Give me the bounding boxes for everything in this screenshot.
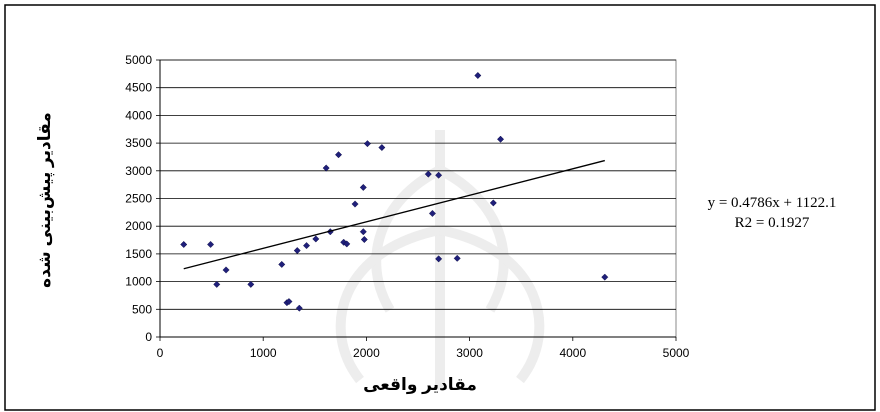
y-tick-label: 1500 bbox=[125, 247, 152, 261]
x-tick-label: 0 bbox=[157, 346, 164, 360]
y-tick-label: 4500 bbox=[125, 81, 152, 95]
x-tick-label: 3000 bbox=[456, 346, 483, 360]
data-point bbox=[303, 242, 311, 250]
data-point bbox=[343, 240, 351, 248]
data-point bbox=[312, 235, 320, 243]
x-tick-label: 1000 bbox=[250, 346, 277, 360]
data-point bbox=[497, 135, 505, 143]
x-axis-ticks: 0 1000 2000 3000 4000 5000 bbox=[157, 346, 690, 360]
x-axis-title: مقادیر واقعی bbox=[363, 375, 477, 395]
data-point bbox=[360, 236, 368, 243]
x-tick-label: 4000 bbox=[559, 346, 586, 360]
y-tick-label: 2500 bbox=[125, 192, 152, 206]
y-tick-label: 1000 bbox=[125, 275, 152, 289]
trendline bbox=[183, 159, 605, 270]
trendline-equation: y = 0.4786x + 1122.1 bbox=[708, 195, 837, 211]
x-tick-label: 5000 bbox=[663, 346, 690, 360]
data-point bbox=[351, 200, 359, 208]
x-tick-label: 2000 bbox=[353, 346, 380, 360]
data-point bbox=[359, 183, 367, 191]
data-points bbox=[180, 72, 609, 312]
y-tick-label: 0 bbox=[145, 330, 152, 344]
data-point bbox=[278, 260, 286, 268]
y-tick-label: 4000 bbox=[125, 108, 152, 122]
data-point bbox=[285, 298, 293, 306]
data-point bbox=[435, 171, 443, 179]
y-tick-label: 500 bbox=[132, 302, 152, 316]
gridlines bbox=[156, 59, 677, 341]
data-point bbox=[335, 151, 343, 159]
y-axis-ticks: 0 500 1000 1500 2000 2500 3000 3500 4000 4500 5000 bbox=[125, 53, 152, 344]
data-point bbox=[222, 266, 230, 274]
data-point bbox=[180, 240, 188, 248]
data-point bbox=[435, 255, 443, 263]
data-point bbox=[363, 140, 371, 148]
data-point bbox=[213, 280, 221, 288]
data-point bbox=[428, 209, 436, 217]
chart-border bbox=[4, 4, 876, 411]
data-point bbox=[601, 273, 609, 281]
y-tick-label: 3500 bbox=[125, 136, 152, 150]
r-squared-label: R2 = 0.1927 bbox=[735, 215, 810, 231]
data-point bbox=[424, 170, 432, 178]
data-point bbox=[207, 240, 215, 248]
data-point bbox=[474, 72, 482, 79]
data-point bbox=[489, 199, 497, 207]
data-point bbox=[293, 247, 301, 255]
y-tick-label: 2000 bbox=[125, 219, 152, 233]
y-tick-label: 5000 bbox=[125, 53, 152, 67]
data-point bbox=[453, 254, 461, 262]
y-tick-label: 3000 bbox=[125, 164, 152, 178]
data-point bbox=[295, 304, 303, 312]
data-point bbox=[378, 144, 386, 152]
y-axis-title: مقادیر پیش‌بینی شده bbox=[35, 112, 55, 288]
data-point bbox=[359, 228, 367, 236]
data-point bbox=[322, 164, 330, 172]
data-point bbox=[247, 280, 255, 288]
